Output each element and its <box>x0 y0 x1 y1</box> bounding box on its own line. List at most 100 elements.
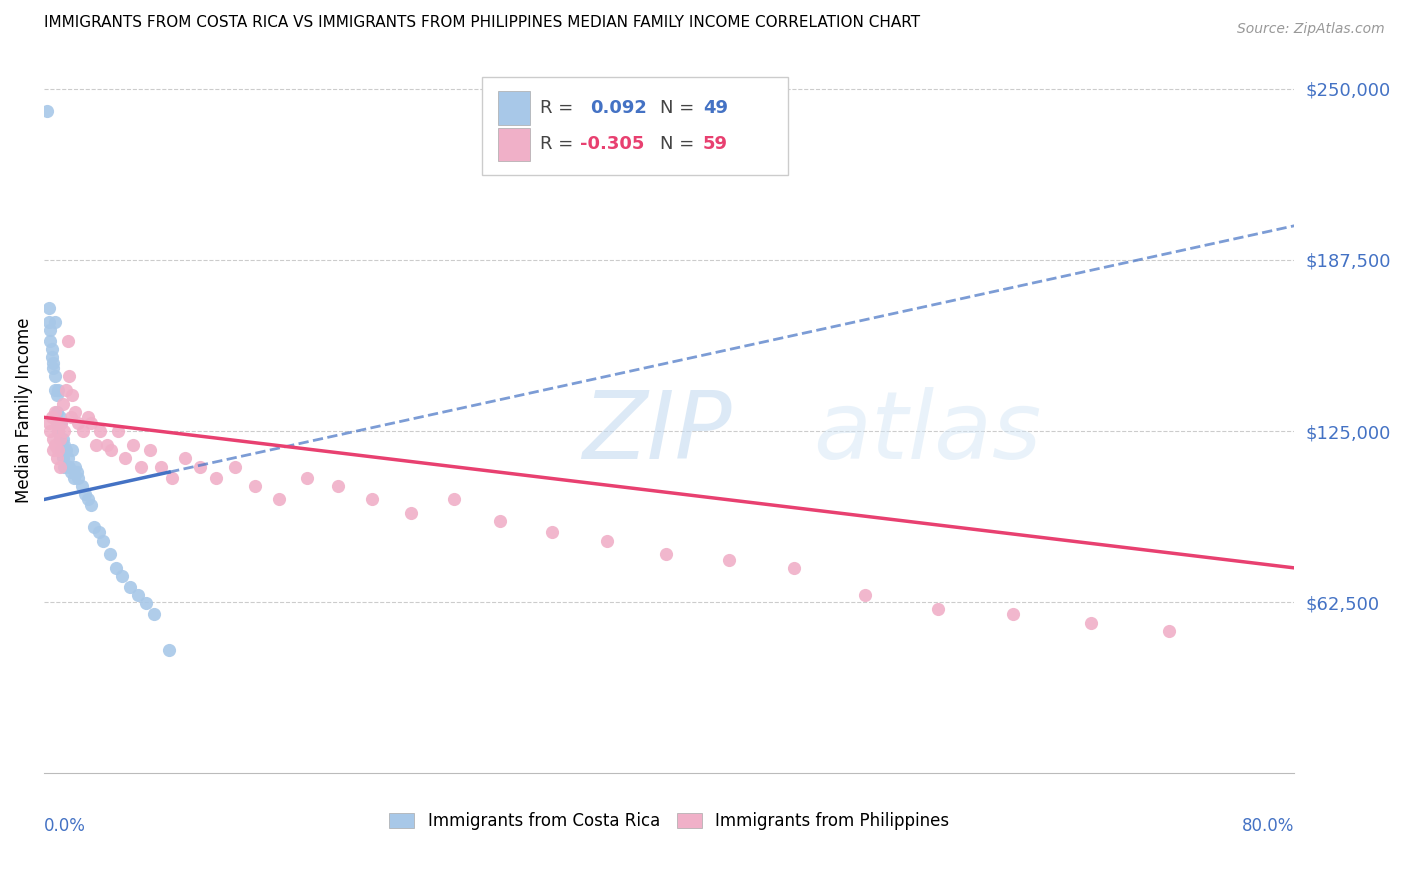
Point <box>66 465 89 479</box>
Point <box>139 443 162 458</box>
Point <box>58 459 80 474</box>
Point <box>45 405 67 419</box>
Point <box>60 443 83 458</box>
Text: ZIP: ZIP <box>582 387 731 478</box>
Point <box>46 383 69 397</box>
Point <box>41 410 63 425</box>
Point <box>51 416 73 430</box>
Point <box>655 547 678 561</box>
Point <box>326 479 349 493</box>
Point <box>56 451 79 466</box>
Point <box>295 470 318 484</box>
Point <box>783 561 806 575</box>
Point <box>39 334 62 348</box>
Point <box>38 416 60 430</box>
Point <box>401 506 423 520</box>
Point <box>44 314 66 328</box>
Point <box>45 388 67 402</box>
Point <box>53 438 76 452</box>
Text: N =: N = <box>661 136 695 153</box>
Point <box>53 459 76 474</box>
Point <box>51 416 73 430</box>
Point <box>65 405 87 419</box>
Point <box>129 459 152 474</box>
Point <box>105 561 128 575</box>
Text: 0.0%: 0.0% <box>44 817 86 835</box>
Point <box>122 438 145 452</box>
Point <box>44 369 66 384</box>
Point <box>717 552 740 566</box>
Point <box>58 369 80 384</box>
Point <box>42 356 65 370</box>
Point <box>489 514 512 528</box>
Point <box>38 314 60 328</box>
Point <box>55 443 77 458</box>
Point <box>190 459 212 474</box>
Point <box>38 301 60 315</box>
Text: IMMIGRANTS FROM COSTA RICA VS IMMIGRANTS FROM PHILIPPINES MEDIAN FAMILY INCOME C: IMMIGRANTS FROM COSTA RICA VS IMMIGRANTS… <box>44 15 921 30</box>
Point <box>67 470 90 484</box>
Point <box>157 643 180 657</box>
Legend: Immigrants from Costa Rica, Immigrants from Philippines: Immigrants from Costa Rica, Immigrants f… <box>389 812 949 830</box>
Point <box>42 443 65 458</box>
Point <box>80 416 103 430</box>
Point <box>37 103 59 118</box>
Point <box>162 470 184 484</box>
Point <box>39 424 62 438</box>
Point <box>541 525 564 540</box>
Point <box>120 580 142 594</box>
Point <box>87 525 110 540</box>
Point <box>65 459 87 474</box>
Point <box>205 470 228 484</box>
Point <box>62 470 84 484</box>
Point <box>84 438 107 452</box>
Text: R =: R = <box>540 136 574 153</box>
Point <box>41 342 63 356</box>
Point <box>52 451 75 466</box>
Point <box>44 405 66 419</box>
Point <box>45 416 67 430</box>
Point <box>224 459 246 474</box>
FancyBboxPatch shape <box>482 77 787 175</box>
Point <box>52 397 75 411</box>
Text: Source: ZipAtlas.com: Source: ZipAtlas.com <box>1237 22 1385 37</box>
Point <box>59 465 82 479</box>
Point <box>59 410 82 425</box>
Point <box>93 533 115 548</box>
Point <box>42 432 65 446</box>
Point <box>42 361 65 376</box>
Point <box>72 424 94 438</box>
Point <box>46 424 69 438</box>
Point <box>55 383 77 397</box>
Point <box>44 383 66 397</box>
Point <box>45 416 67 430</box>
Text: atlas: atlas <box>813 387 1042 478</box>
Point <box>76 492 98 507</box>
Text: R =: R = <box>540 99 579 117</box>
Point <box>76 410 98 425</box>
Text: 0.092: 0.092 <box>591 99 647 117</box>
Point <box>927 602 949 616</box>
Point <box>45 451 67 466</box>
Point <box>114 451 136 466</box>
Point <box>96 438 118 452</box>
Point <box>52 432 75 446</box>
Point <box>100 443 122 458</box>
Point <box>98 547 121 561</box>
Point <box>267 492 290 507</box>
Point <box>243 479 266 493</box>
Point <box>39 323 62 337</box>
Point <box>46 424 69 438</box>
Point <box>80 498 103 512</box>
Point <box>135 597 157 611</box>
FancyBboxPatch shape <box>498 128 530 161</box>
Text: N =: N = <box>661 99 695 117</box>
Y-axis label: Median Family Income: Median Family Income <box>15 318 32 503</box>
Point <box>73 487 96 501</box>
Point <box>44 438 66 452</box>
Point <box>67 416 90 430</box>
Point <box>173 451 195 466</box>
Point <box>51 443 73 458</box>
Point <box>361 492 384 507</box>
Point <box>596 533 619 548</box>
